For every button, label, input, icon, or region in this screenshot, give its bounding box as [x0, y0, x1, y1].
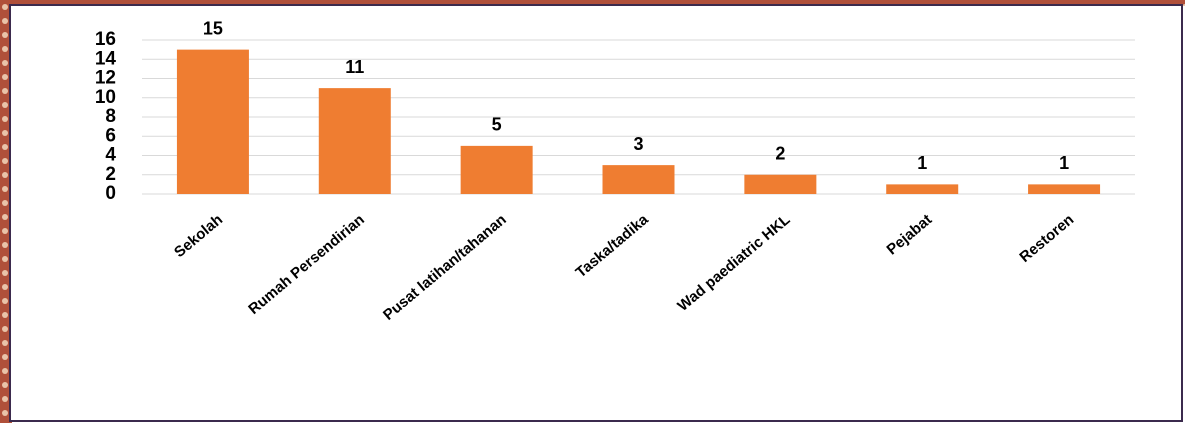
bar — [318, 88, 391, 194]
data-label: 15 — [203, 18, 223, 38]
bar — [744, 174, 817, 194]
decoration — [0, 0, 1185, 6]
bar — [886, 184, 959, 194]
bar — [176, 49, 249, 194]
data-label: 1 — [917, 153, 927, 173]
bar — [1028, 184, 1101, 194]
y-tick-label: 6 — [105, 125, 116, 146]
data-label: 11 — [345, 57, 364, 77]
y-tick-label: 0 — [105, 183, 116, 204]
data-label: 5 — [492, 115, 502, 135]
y-tick-label: 14 — [95, 48, 117, 69]
data-label: 2 — [775, 144, 785, 164]
y-tick-label: 12 — [95, 68, 116, 89]
data-label: 3 — [633, 134, 643, 154]
bar — [602, 165, 675, 194]
y-tick-label: 8 — [105, 106, 116, 127]
y-tick-label: 16 — [95, 29, 116, 50]
y-tick-label: 2 — [105, 164, 116, 185]
bar — [460, 145, 533, 194]
y-tick-label: 4 — [105, 145, 116, 166]
y-tick-label: 10 — [95, 87, 116, 108]
data-label: 1 — [1059, 153, 1069, 173]
